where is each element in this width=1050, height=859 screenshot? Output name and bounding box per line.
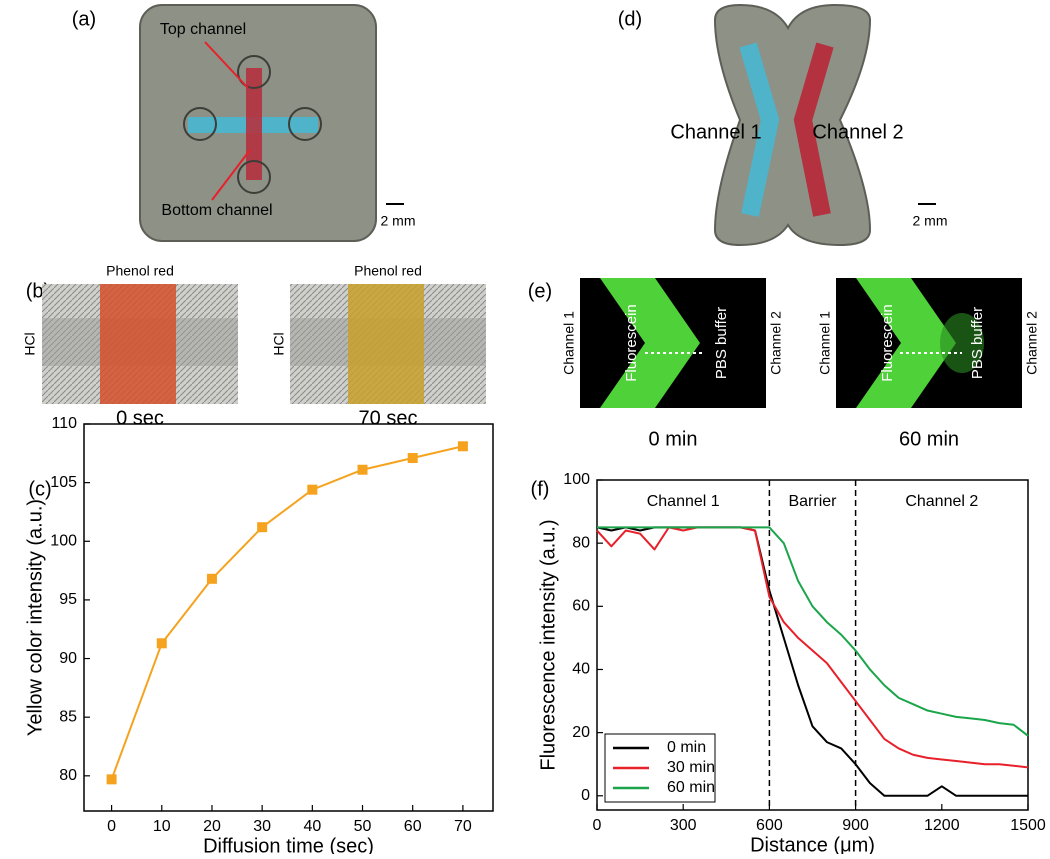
annotation: Channel 2 bbox=[812, 121, 903, 143]
plot-frame bbox=[83, 423, 494, 812]
region-label: Channel 2 bbox=[905, 493, 978, 510]
photo-text: Fluorescein bbox=[879, 304, 896, 382]
photo-side: Channel 2 bbox=[1024, 311, 1040, 375]
photo-side: Channel 1 bbox=[817, 311, 833, 375]
scale-label: 2 mm bbox=[913, 213, 948, 229]
marker bbox=[156, 638, 167, 649]
legend-label: 60 min bbox=[667, 779, 715, 796]
x-tick-label: 40 bbox=[303, 818, 321, 835]
photo-stream bbox=[856, 278, 956, 408]
legend-label: 0 min bbox=[667, 739, 706, 756]
series-line bbox=[596, 526, 1029, 769]
panel-label: (d) bbox=[618, 8, 642, 30]
panel-label: (a) bbox=[72, 8, 96, 30]
x-tick-label: 50 bbox=[354, 818, 372, 835]
y-axis-label: Fluorescence intensity (a.u.) bbox=[537, 519, 559, 770]
y-tick-label: 100 bbox=[50, 532, 77, 549]
x-tick-label: 60 bbox=[404, 818, 422, 835]
photo-channel bbox=[100, 284, 176, 404]
scale-label: 2 mm bbox=[381, 213, 416, 229]
y-tick-label: 105 bbox=[50, 474, 77, 491]
x-tick-label: 0 bbox=[593, 817, 602, 834]
y-axis-label: Yellow color intensity (a.u.) bbox=[24, 499, 46, 736]
marker bbox=[307, 484, 318, 495]
marker bbox=[257, 522, 268, 533]
photo-side: HCl bbox=[271, 332, 287, 355]
x-tick-label: 30 bbox=[253, 818, 271, 835]
ports bbox=[183, 55, 322, 194]
marker bbox=[357, 464, 368, 475]
photo-time: 0 min bbox=[649, 428, 698, 450]
marker bbox=[206, 573, 217, 584]
annotation: Channel 1 bbox=[670, 121, 761, 143]
photo-text: Fluorescein bbox=[623, 304, 640, 382]
x-tick-label: 0 bbox=[107, 818, 116, 835]
photo-text: PBS buffer bbox=[713, 307, 730, 379]
marker bbox=[106, 774, 117, 785]
y-tick-label: 85 bbox=[59, 708, 77, 725]
y-tick-label: 40 bbox=[572, 661, 590, 678]
channel bbox=[793, 42, 834, 217]
x-tick-label: 70 bbox=[454, 818, 472, 835]
x-tick-label: 1500 bbox=[1010, 817, 1046, 834]
x-tick-label: 1200 bbox=[924, 817, 960, 834]
y-tick-label: 80 bbox=[59, 767, 77, 784]
annotation: Top channel bbox=[160, 21, 246, 38]
x-tick-label: 20 bbox=[203, 818, 221, 835]
region-label: Channel 1 bbox=[647, 493, 720, 510]
region-label: Barrier bbox=[788, 493, 837, 510]
annotation: Bottom channel bbox=[161, 202, 272, 219]
photo-side: HCl bbox=[22, 332, 38, 355]
channel bbox=[246, 68, 262, 180]
y-tick-label: 90 bbox=[59, 650, 77, 667]
x-tick-label: 10 bbox=[153, 818, 171, 835]
photo-time: 0 sec bbox=[116, 407, 164, 429]
series-line bbox=[597, 526, 1029, 737]
photo-side: Channel 1 bbox=[561, 311, 577, 375]
panel-label: (c) bbox=[28, 478, 51, 500]
y-tick-label: 110 bbox=[51, 415, 77, 432]
x-tick-label: 600 bbox=[756, 817, 783, 834]
photo-time: 70 sec bbox=[359, 407, 418, 429]
photo-stream bbox=[600, 278, 700, 408]
panel-label: (f) bbox=[531, 478, 550, 500]
x-axis-label: Distance (μm) bbox=[750, 834, 875, 854]
y-tick-label: 0 bbox=[581, 787, 590, 804]
photo-side: Channel 2 bbox=[768, 311, 784, 375]
photo-glow bbox=[940, 313, 984, 373]
x-tick-label: 900 bbox=[842, 817, 869, 834]
photo-title: Phenol red bbox=[106, 263, 174, 279]
plot-frame bbox=[596, 479, 1029, 811]
photo-channel bbox=[348, 284, 424, 404]
arrows bbox=[204, 41, 251, 201]
marker bbox=[407, 453, 418, 464]
marker bbox=[457, 441, 468, 452]
y-tick-label: 60 bbox=[572, 598, 590, 615]
y-tick-label: 20 bbox=[572, 724, 590, 741]
photo-time: 60 min bbox=[899, 428, 959, 450]
y-tick-label: 100 bbox=[563, 471, 590, 488]
series-line bbox=[110, 445, 464, 780]
channel bbox=[739, 42, 780, 217]
y-tick-label: 95 bbox=[59, 591, 77, 608]
panel-label: (e) bbox=[528, 280, 552, 302]
y-tick-label: 80 bbox=[572, 534, 590, 551]
photo-title: Phenol red bbox=[354, 263, 422, 279]
x-tick-label: 300 bbox=[670, 817, 697, 834]
legend-label: 30 min bbox=[667, 759, 715, 776]
x-axis-label: Diffusion time (sec) bbox=[203, 835, 374, 854]
photo-text: PBS buffer bbox=[969, 307, 986, 379]
